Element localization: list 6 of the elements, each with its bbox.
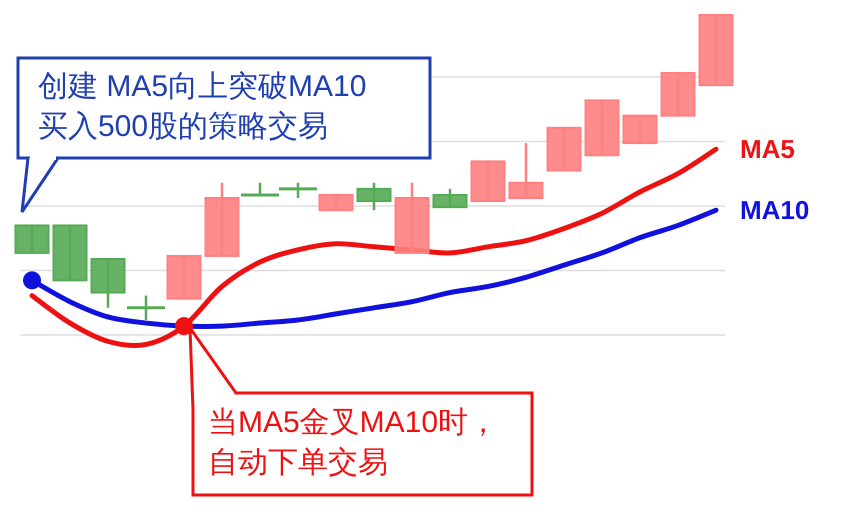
annotation: 自动下单交易 [208, 446, 388, 479]
annotation: 当MA5金叉MA10时， [208, 406, 498, 439]
series-label: MA10 [740, 195, 810, 226]
annotation: 创建 MA5向上突破MA10 [38, 70, 366, 103]
annotation: 买入500股的策略交易 [38, 110, 328, 143]
series-label: MA5 [740, 134, 795, 164]
